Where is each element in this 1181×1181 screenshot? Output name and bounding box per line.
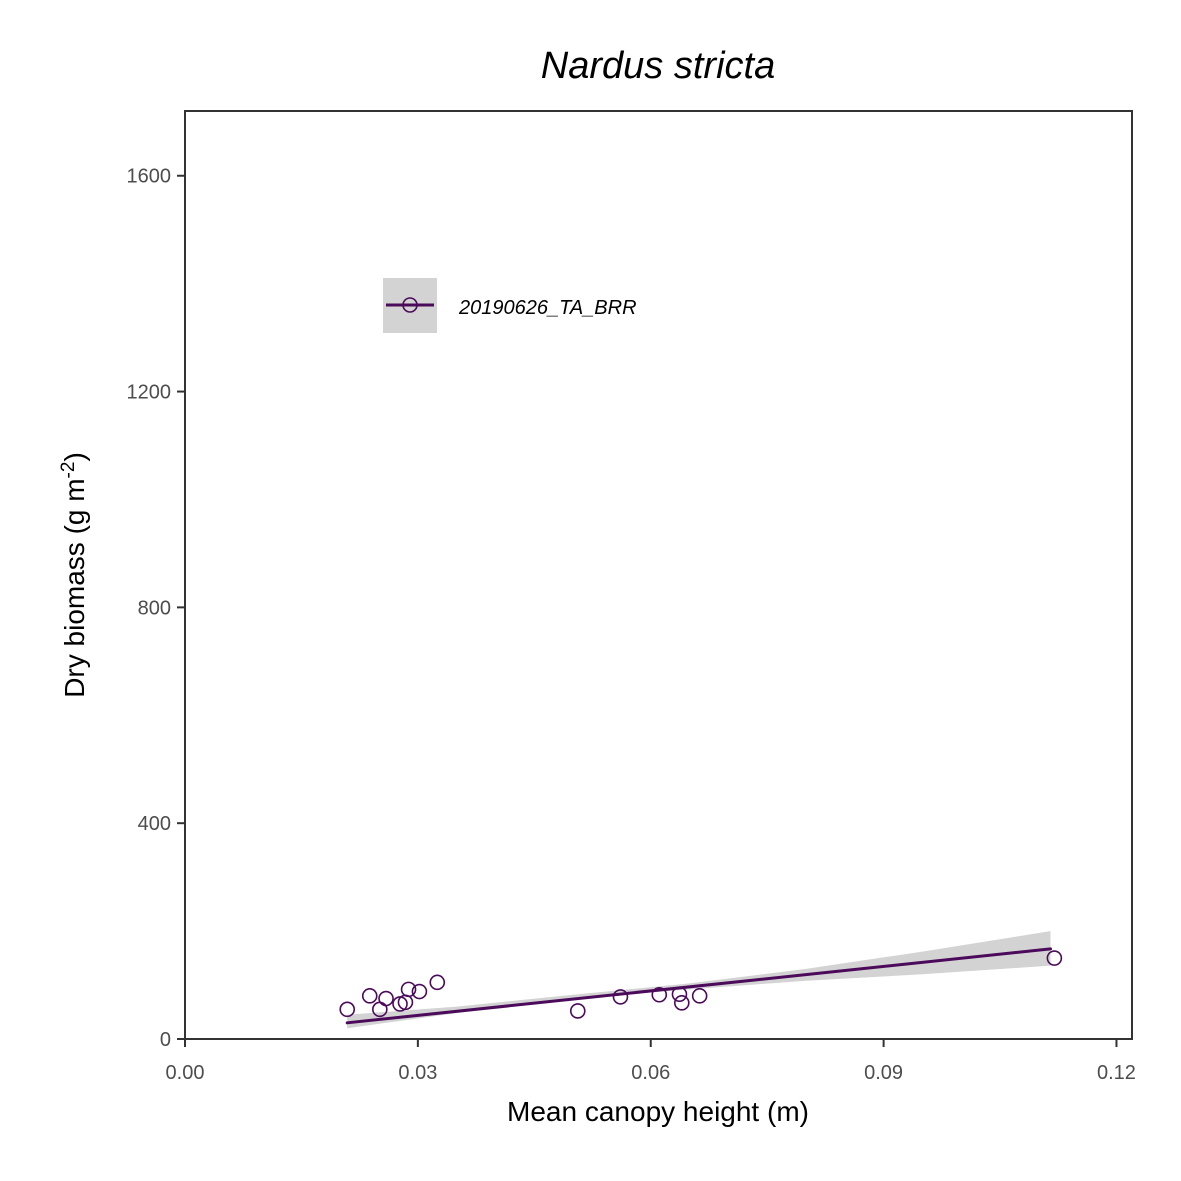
x-tick-label: 0.12	[1097, 1062, 1136, 1084]
data-point	[691, 988, 708, 1004]
y-tick-label: 800	[138, 597, 171, 619]
x-axis: 0.00 0.03 0.06 0.09 0.12	[166, 1039, 1136, 1084]
data-point	[378, 990, 394, 1007]
x-tick-label: 0.03	[398, 1062, 437, 1084]
legend-key-point	[402, 297, 418, 313]
data-point	[411, 983, 428, 1000]
data-point	[673, 995, 690, 1011]
data-point	[400, 981, 417, 998]
x-tick-label: 0.09	[864, 1062, 903, 1084]
data-point	[651, 986, 668, 1003]
y-axis-title-main: Dry biomass (g m	[59, 478, 90, 697]
x-tick-label: 0.06	[631, 1062, 670, 1084]
y-axis-title-close: )	[59, 452, 90, 461]
data-point	[339, 1001, 356, 1018]
points-layer	[339, 950, 1063, 1019]
data-point	[612, 989, 629, 1005]
legend-label: 20190626_TA_BRR	[458, 297, 637, 319]
y-axis: 0 400 800 1200 1600	[127, 166, 185, 1051]
data-point	[1046, 950, 1063, 966]
chart-title: Nardus stricta	[541, 45, 775, 87]
data-point	[429, 974, 446, 991]
fit-line	[345, 947, 1052, 1025]
x-axis-title: Mean canopy height (m)	[507, 1096, 809, 1127]
y-axis-title: Dry biomass (g m-2)	[58, 452, 90, 698]
y-tick-label: 1200	[127, 382, 172, 404]
y-axis-title-superscript: -2	[58, 462, 79, 479]
panel-border	[184, 110, 1133, 1040]
y-tick-label: 400	[138, 813, 171, 835]
x-tick-label: 0.00	[166, 1062, 205, 1084]
data-point	[569, 1003, 586, 1019]
y-tick-label: 1600	[127, 166, 172, 188]
legend: 20190626_TA_BRR	[383, 278, 637, 333]
data-point	[671, 986, 688, 1003]
data-point	[361, 988, 378, 1004]
fit-line-layer	[345, 947, 1052, 1025]
y-tick-label: 0	[160, 1029, 171, 1051]
